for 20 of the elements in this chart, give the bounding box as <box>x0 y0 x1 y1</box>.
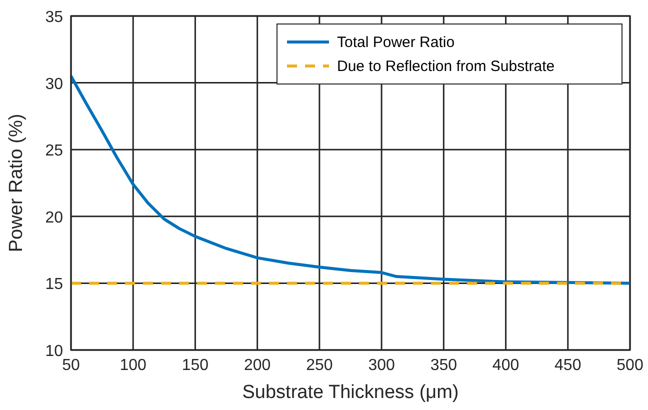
y-tick-label: 10 <box>45 343 64 360</box>
x-tick-label: 100 <box>120 357 147 374</box>
legend-label: Due to Reflection from Substrate <box>337 58 555 75</box>
x-axis-title: Substrate Thickness (μm) <box>242 382 459 403</box>
y-tick-label: 20 <box>45 209 64 226</box>
x-tick-label: 400 <box>492 357 520 374</box>
y-axis-title: Power Ratio (%) <box>6 114 27 252</box>
x-tick-label: 150 <box>182 357 209 374</box>
legend-label: Total Power Ratio <box>337 34 455 51</box>
x-tick-label: 450 <box>554 357 582 374</box>
x-tick-label: 50 <box>62 357 80 374</box>
x-tick-label: 350 <box>430 357 458 374</box>
x-tick-label: 500 <box>616 357 644 374</box>
y-tick-label: 30 <box>45 76 64 93</box>
x-tick-label: 200 <box>244 357 271 374</box>
x-tick-label: 300 <box>368 357 395 374</box>
y-tick-label: 25 <box>45 142 64 160</box>
y-tick-label: 35 <box>45 9 64 26</box>
y-tick-label: 15 <box>45 276 64 294</box>
x-tick-label: 250 <box>306 357 333 374</box>
